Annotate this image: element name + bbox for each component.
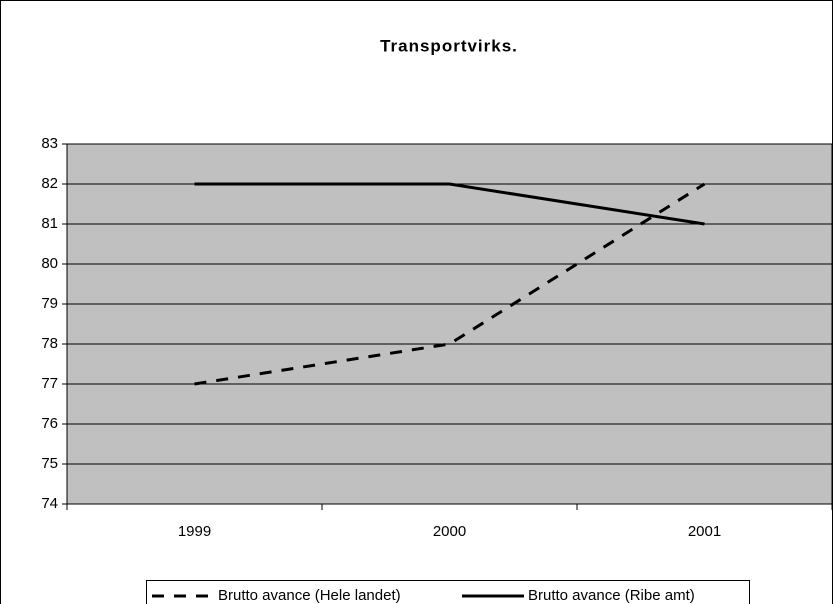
y-tick-label: 80 bbox=[41, 255, 58, 272]
y-tick-label: 77 bbox=[41, 375, 58, 392]
legend-box bbox=[146, 580, 750, 604]
y-tick-label: 83 bbox=[41, 135, 58, 152]
plot-area bbox=[66, 143, 833, 505]
y-tick-label: 75 bbox=[41, 455, 58, 472]
y-tick-label: 81 bbox=[41, 215, 58, 232]
x-tick-label: 2000 bbox=[433, 523, 466, 540]
y-tick-label: 78 bbox=[41, 335, 58, 352]
legend-label: Brutto avance (Hele landet) bbox=[218, 587, 401, 604]
y-tick-label: 82 bbox=[41, 175, 58, 192]
y-tick-label: 76 bbox=[41, 415, 58, 432]
series-line bbox=[194, 182, 705, 226]
legend-label: Brutto avance (Ribe amt) bbox=[528, 587, 695, 604]
x-tick-label: 2001 bbox=[688, 523, 721, 540]
x-tick-label: 1999 bbox=[178, 523, 211, 540]
chart-title: Transportvirks. bbox=[380, 36, 518, 55]
y-tick-label: 79 bbox=[41, 295, 58, 312]
y-tick-label: 74 bbox=[41, 495, 58, 512]
